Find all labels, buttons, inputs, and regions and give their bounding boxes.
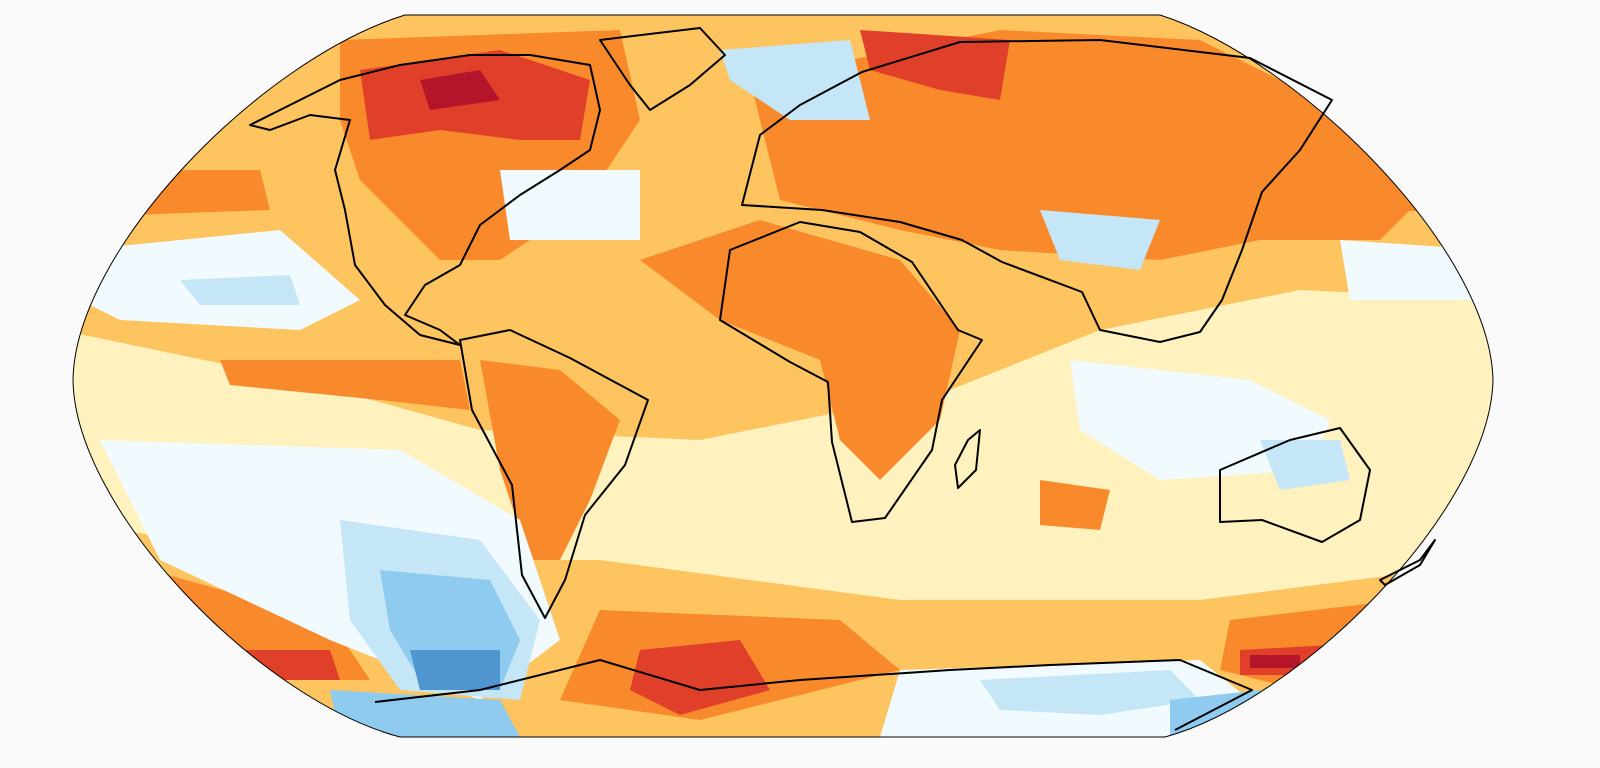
coast-eurasia <box>741 39 1333 343</box>
cooler-east-antarctica <box>980 670 1200 715</box>
cool-scandinavia <box>720 40 870 120</box>
hot-siberia <box>860 30 1010 100</box>
very-hot-canada <box>420 70 500 110</box>
cool-tibet <box>1040 210 1160 270</box>
warm-indian-ocean <box>1040 480 1110 530</box>
very-hot-southern-ocean <box>1250 655 1300 668</box>
coastlines <box>249 27 1436 731</box>
map-frame <box>72 14 1494 738</box>
hot-antarctic-peninsula <box>630 640 770 715</box>
coast-australia <box>1219 427 1371 543</box>
colder-southeast-pacific <box>410 650 500 690</box>
coast-south-america <box>459 329 649 619</box>
coast-antarctica <box>374 659 1253 731</box>
coast-madagascar <box>954 429 981 489</box>
anomaly-field <box>73 15 1493 737</box>
coast-africa <box>719 221 983 523</box>
coast-north-america <box>249 54 601 346</box>
hot-south-pacific <box>230 650 340 680</box>
cooler-north-pacific <box>180 275 300 305</box>
warm-west-pacific <box>1300 170 1440 215</box>
coast-greenland <box>599 27 726 111</box>
cool-north-atlantic <box>500 170 640 240</box>
cool-australia <box>1260 440 1350 490</box>
coast-new-zealand <box>1379 539 1436 586</box>
cool-central-pacific <box>1340 240 1490 300</box>
warm-africa <box>640 220 960 480</box>
warm-pacific-band <box>220 360 470 410</box>
warm-eurasia <box>750 30 1420 260</box>
warm-north-pacific <box>120 170 270 215</box>
